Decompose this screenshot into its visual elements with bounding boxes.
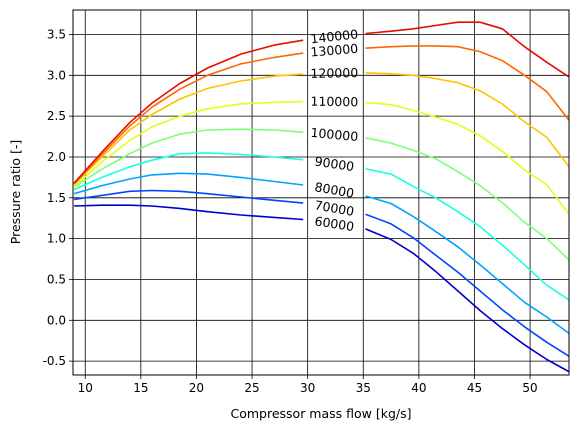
x-tick-label: 50 <box>522 381 537 395</box>
series-line-140000 <box>73 39 304 184</box>
series-line-100000 <box>73 128 304 188</box>
y-tick-label: 1.5 <box>47 191 66 205</box>
x-tick-label: 10 <box>78 381 93 395</box>
x-tick-label: 35 <box>356 381 371 395</box>
contour-label-100000: 100000 <box>310 125 359 144</box>
x-tick-label: 40 <box>411 381 426 395</box>
plot-frame <box>72 9 570 376</box>
y-tick-label: 3.0 <box>47 68 66 82</box>
series-line-70000 <box>73 189 304 204</box>
x-axis-label: Compressor mass flow [kg/s] <box>230 406 411 421</box>
axis-ticks: 10 15 20 25 30 35 40 45 50 -0.5 0.0 0.5 1.0 1.5 2.0 2.5… <box>43 27 538 395</box>
series-line-80000 <box>365 195 569 335</box>
contour-label-140000: 140000 <box>310 26 359 46</box>
series-line-130000 <box>73 52 304 185</box>
x-tick-label: 25 <box>244 381 259 395</box>
grid <box>73 10 569 375</box>
series-line-120000 <box>73 73 304 186</box>
contour-label-90000: 90000 <box>314 154 356 175</box>
y-tick-label: 1.0 <box>47 232 66 246</box>
series-line-60000 <box>365 228 569 373</box>
y-tick-label: -0.5 <box>43 354 66 368</box>
contour-label-80000: 80000 <box>314 179 356 201</box>
contour-label-110000: 110000 <box>310 94 358 110</box>
series-line-140000 <box>365 21 569 78</box>
series-line-130000 <box>365 45 569 121</box>
series-line-100000 <box>365 137 569 261</box>
series-line-60000 <box>74 204 304 221</box>
contour-label-60000: 60000 <box>314 213 356 234</box>
y-axis-label: Pressure ratio [-] <box>8 140 23 244</box>
y-tick-label: 2.0 <box>47 150 66 164</box>
series-lines <box>73 21 569 373</box>
contour-label-130000: 130000 <box>310 41 359 60</box>
series-line-70000 <box>365 213 569 357</box>
series-line-90000 <box>365 168 569 301</box>
x-tick-label: 20 <box>189 381 204 395</box>
series-line-80000 <box>73 172 304 195</box>
contour-label-120000: 120000 <box>310 65 358 81</box>
y-tick-label: 0.0 <box>47 313 66 327</box>
y-tick-label: 0.5 <box>47 272 66 286</box>
y-tick-label: 2.5 <box>47 109 66 123</box>
x-tick-label: 15 <box>133 381 148 395</box>
plot-area <box>73 10 569 375</box>
series-line-120000 <box>365 72 569 168</box>
x-tick-label: 45 <box>467 381 482 395</box>
x-tick-label: 30 <box>300 381 315 395</box>
series-line-110000 <box>365 101 569 215</box>
series-line-90000 <box>73 152 304 191</box>
series-line-110000 <box>73 100 304 188</box>
contour-label-70000: 70000 <box>314 197 356 219</box>
y-tick-label: 3.5 <box>47 27 66 41</box>
